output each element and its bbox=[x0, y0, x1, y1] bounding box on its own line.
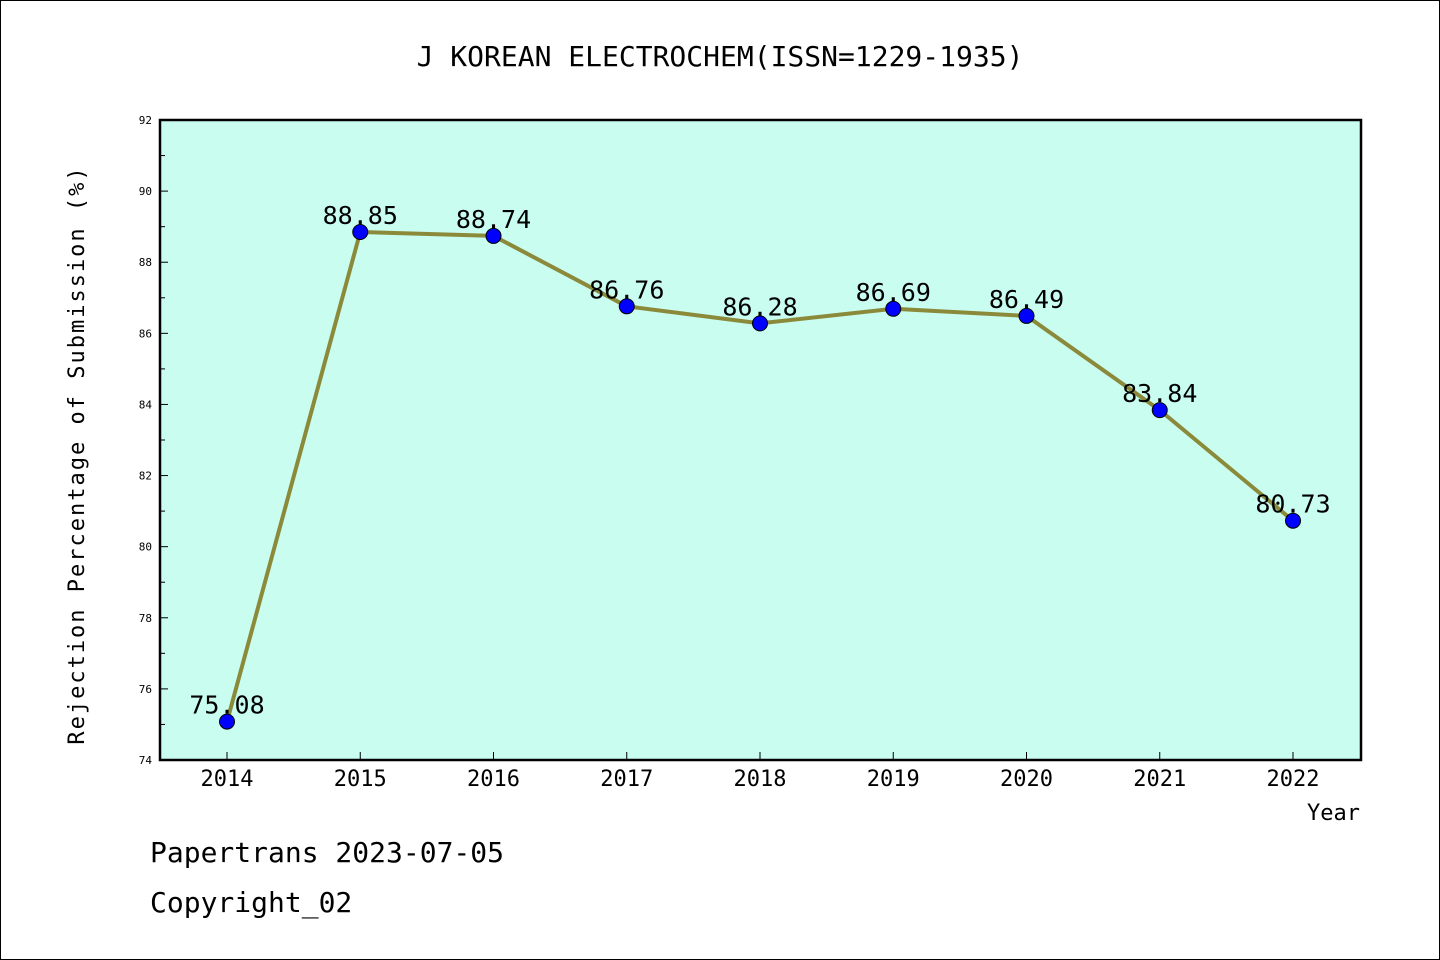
x-tick-label: 2020 bbox=[1000, 767, 1053, 792]
data-label: 88.85 bbox=[323, 201, 398, 230]
data-point bbox=[885, 300, 902, 317]
data-label: 83.84 bbox=[1122, 379, 1197, 408]
x-tick-label: 2019 bbox=[867, 767, 920, 792]
y-tick-label: 74 bbox=[139, 754, 153, 767]
y-tick-label: 76 bbox=[139, 683, 152, 696]
data-point bbox=[1018, 307, 1035, 324]
y-tick-label: 84 bbox=[139, 398, 153, 411]
x-tick-label: 2021 bbox=[1133, 767, 1186, 792]
data-point bbox=[352, 224, 369, 240]
footer-copyright: Copyright_02 bbox=[150, 886, 353, 919]
y-tick-label: 92 bbox=[139, 114, 152, 127]
x-tick-label: 2016 bbox=[467, 767, 520, 792]
data-label: 75.08 bbox=[189, 691, 264, 720]
series-line bbox=[219, 224, 1301, 730]
y-tick-label: 80 bbox=[139, 541, 152, 554]
data-point bbox=[1151, 402, 1168, 419]
y-tick-label: 78 bbox=[139, 612, 152, 625]
y-tick-label: 86 bbox=[139, 327, 152, 340]
data-point bbox=[219, 713, 235, 730]
footer-date: Papertrans 2023-07-05 bbox=[150, 836, 505, 869]
data-point bbox=[1285, 512, 1301, 529]
x-tick-label: 2017 bbox=[600, 767, 653, 792]
y-axis-label: Rejection Percentage of Submission (%) bbox=[65, 165, 90, 744]
data-point bbox=[618, 298, 635, 315]
data-label: 86.49 bbox=[989, 285, 1064, 314]
data-point bbox=[485, 227, 502, 244]
data-labels: 75.08 88.85 88.74 86.76 86.28 86.69 86.49 83.84… bbox=[189, 201, 1330, 720]
data-label: 88.74 bbox=[456, 205, 531, 234]
data-label: 86.28 bbox=[722, 292, 797, 321]
x-tick-label: 2014 bbox=[201, 767, 254, 792]
data-point bbox=[752, 315, 768, 332]
data-label: 80.73 bbox=[1255, 490, 1330, 519]
y-tick-label: 88 bbox=[139, 256, 152, 269]
x-axis-label: Year bbox=[1307, 801, 1360, 826]
x-tick-label: 2015 bbox=[334, 767, 387, 792]
y-tick-label: 82 bbox=[139, 470, 152, 483]
y-tick-label: 90 bbox=[139, 185, 152, 198]
x-tick-label: 2022 bbox=[1267, 767, 1320, 792]
data-label: 86.76 bbox=[589, 275, 664, 304]
data-label: 86.69 bbox=[856, 278, 931, 307]
chart-title: J KOREAN ELECTROCHEM(ISSN=1229-1935) bbox=[417, 40, 1024, 73]
x-axis: 2014 2015 2016 2017 2018 2019 2020 2021 2022 bbox=[201, 752, 1320, 792]
y-axis: 74 76 78 80 82 84 86 88 90 92 bbox=[139, 114, 168, 767]
x-tick-label: 2018 bbox=[734, 767, 787, 792]
